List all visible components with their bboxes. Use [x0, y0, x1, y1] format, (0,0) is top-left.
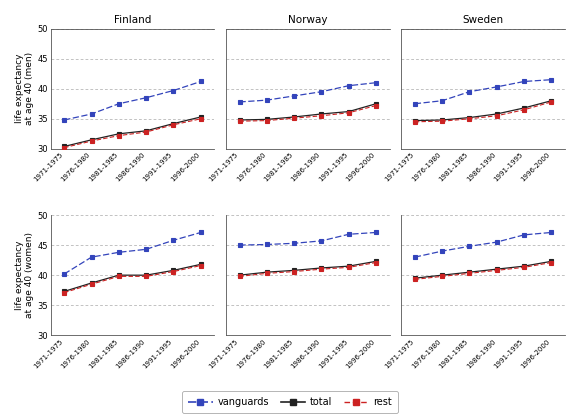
Y-axis label: life expectancy
at age 40 (men): life expectancy at age 40 (men) [15, 52, 34, 125]
Legend: vanguards, total, rest: vanguards, total, rest [183, 392, 397, 413]
Title: Finland: Finland [114, 15, 151, 25]
Title: Norway: Norway [288, 15, 328, 25]
Title: Sweden: Sweden [462, 15, 503, 25]
Y-axis label: life expectancy
at age 40 (women): life expectancy at age 40 (women) [15, 232, 34, 318]
